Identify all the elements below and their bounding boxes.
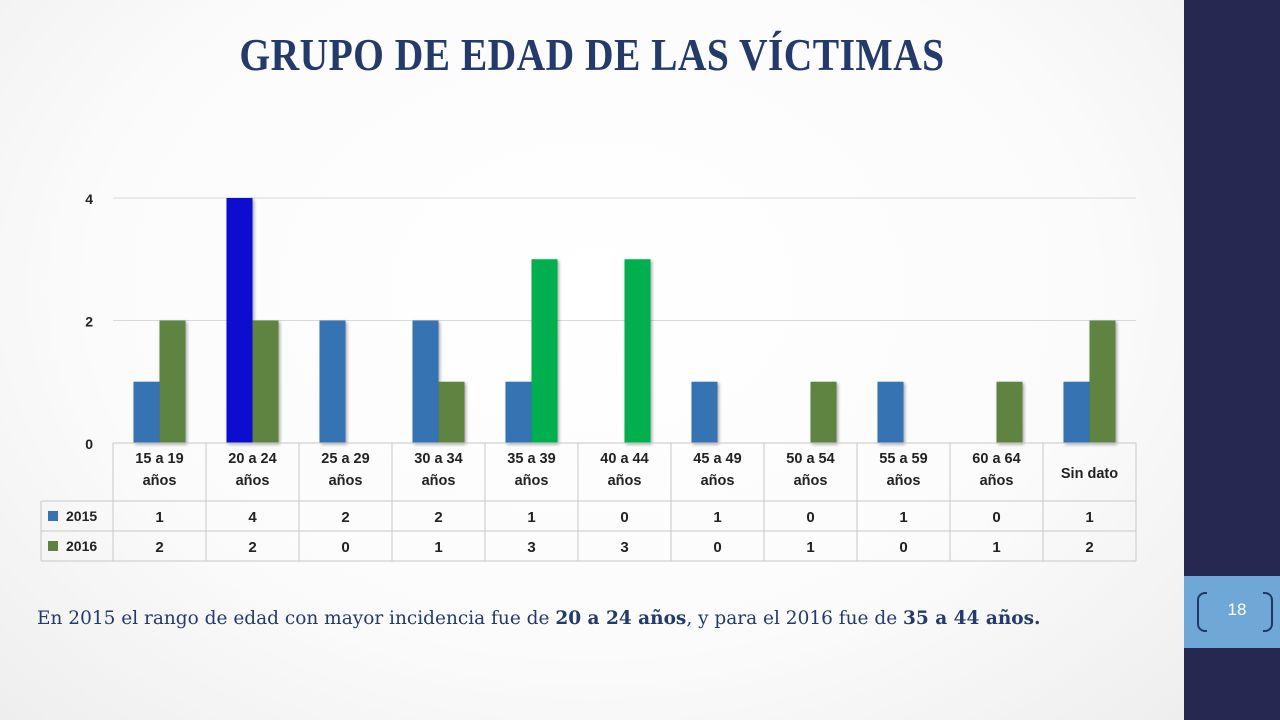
category-label: 40 a 44: [600, 451, 648, 467]
page-number: 18: [1227, 600, 1247, 619]
bar-2015-2: [319, 320, 346, 443]
y-tick-label: 2: [85, 314, 93, 330]
data-label: 2: [155, 539, 163, 556]
category-label: Sin dato: [1061, 466, 1118, 482]
data-label: 1: [992, 539, 1000, 556]
bar-2016-9: [996, 381, 1023, 443]
category-label: 15 a 19: [135, 451, 183, 467]
data-label: 3: [620, 539, 628, 556]
bracket-right-icon: [1263, 592, 1273, 632]
data-label: 2: [434, 509, 442, 526]
data-label: 2: [341, 509, 349, 526]
data-label: 1: [1085, 509, 1093, 526]
caption-text-2: , y para el 2016 fue de: [686, 608, 904, 629]
bar-2015-4: [505, 381, 532, 443]
caption-bold-1: 20 a 24 años: [555, 608, 687, 629]
caption-bold-2: 35 a 44 años.: [903, 608, 1041, 629]
category-label: años: [236, 473, 270, 489]
bar-2016-3: [438, 381, 465, 443]
category-label: años: [329, 473, 363, 489]
caption-text-1: En 2015 el rango de edad con mayor incid…: [37, 608, 556, 629]
bar-2015-8: [877, 381, 904, 443]
category-label: 35 a 39: [507, 451, 555, 467]
bar-2015-6: [691, 381, 718, 443]
data-label: 1: [806, 539, 814, 556]
bracket-left-icon: [1197, 592, 1207, 632]
legend-label: 2016: [66, 538, 97, 554]
category-label: 50 a 54: [786, 451, 834, 467]
category-label: 60 a 64: [972, 451, 1020, 467]
bar-2016-1: [252, 320, 279, 443]
data-label: 0: [992, 509, 1000, 526]
bar-2015-0: [133, 381, 160, 443]
category-label: años: [701, 473, 735, 489]
category-label: 20 a 24: [228, 451, 276, 467]
bar-2015-1: [226, 198, 253, 443]
data-label: 4: [248, 509, 257, 526]
bar-2016-7: [810, 381, 837, 443]
category-label: 45 a 49: [693, 451, 741, 467]
data-label: 2: [1085, 539, 1093, 556]
bar-2016-0: [159, 320, 186, 443]
data-label: 1: [713, 509, 721, 526]
bar-2016-5: [624, 259, 651, 443]
category-label: años: [980, 473, 1014, 489]
data-label: 0: [620, 509, 628, 526]
data-label: 3: [527, 539, 535, 556]
caption: En 2015 el rango de edad con mayor incid…: [37, 605, 1167, 633]
y-tick-label: 0: [85, 436, 93, 452]
data-label: 0: [713, 539, 721, 556]
y-tick-label: 4: [85, 191, 93, 207]
data-label: 1: [899, 509, 907, 526]
category-label: años: [515, 473, 549, 489]
data-label: 1: [527, 509, 535, 526]
category-label: años: [887, 473, 921, 489]
slide-background: [0, 0, 1184, 720]
data-label: 0: [806, 509, 814, 526]
category-label: años: [143, 473, 177, 489]
category-label: años: [794, 473, 828, 489]
category-label: 55 a 59: [879, 451, 927, 467]
legend-swatch-2016: [48, 541, 58, 551]
data-label: 2: [248, 539, 256, 556]
bar-2015-10: [1063, 381, 1090, 443]
data-label: 0: [341, 539, 349, 556]
category-label: años: [422, 473, 456, 489]
legend-label: 2015: [66, 508, 97, 524]
category-label: años: [608, 473, 642, 489]
slide-title: GRUPO DE EDAD DE LAS VÍCTIMAS: [239, 29, 945, 80]
page-number-tab: 18: [1184, 576, 1280, 648]
legend-swatch-2015: [48, 511, 58, 521]
bar-2015-3: [412, 320, 439, 443]
data-label: 1: [155, 509, 163, 526]
category-label: 30 a 34: [414, 451, 462, 467]
bar-2016-10: [1089, 320, 1116, 443]
bar-2016-4: [531, 259, 558, 443]
category-label: 25 a 29: [321, 451, 369, 467]
data-label: 1: [434, 539, 442, 556]
data-label: 0: [899, 539, 907, 556]
